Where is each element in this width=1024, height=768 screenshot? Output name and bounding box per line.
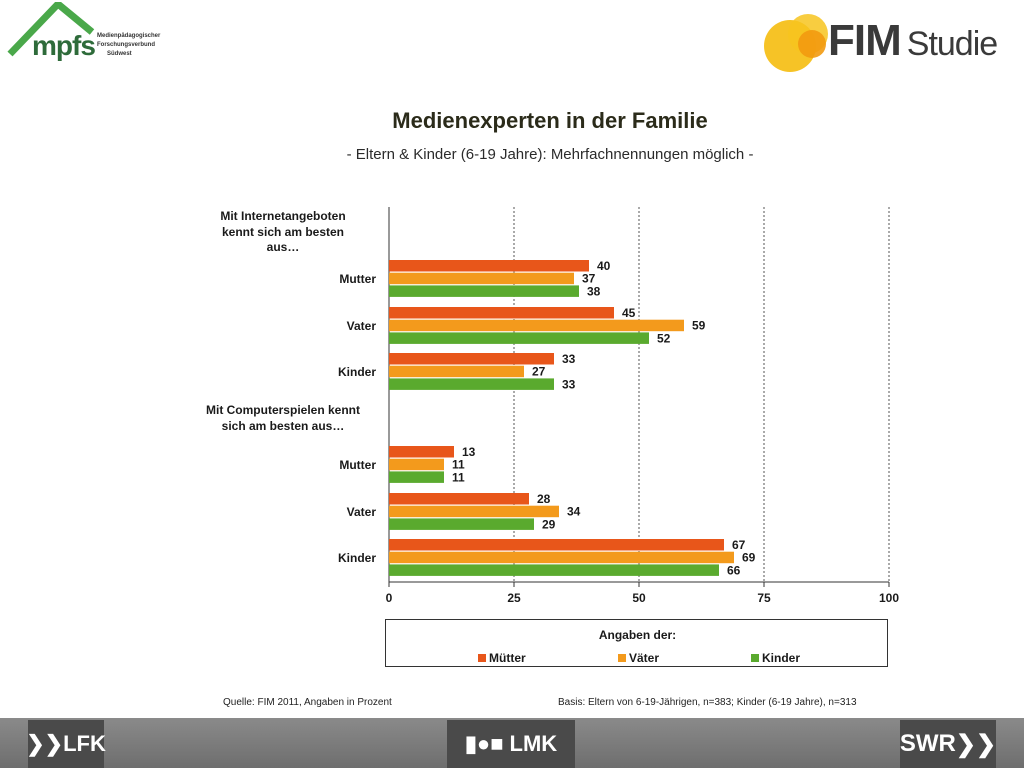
legend-label: Kinder <box>762 651 801 665</box>
lfk-logo: ❯❯ LFK <box>26 720 106 768</box>
swr-logo: SWR ❯❯ <box>900 720 996 768</box>
data-label: 11 <box>452 470 465 484</box>
bar <box>389 378 554 390</box>
lfk-logo-chevrons: ❯❯ <box>26 731 64 756</box>
group-label-line: kennt sich am besten <box>222 225 344 239</box>
data-label: 40 <box>597 259 611 273</box>
group-label-line: Mit Internetangeboten <box>220 209 345 223</box>
bar <box>389 551 734 564</box>
group-label-line: Mit Computerspielen kennt <box>206 403 360 417</box>
bar <box>389 272 574 285</box>
group-label-line: aus… <box>267 240 300 254</box>
data-label: 38 <box>587 284 601 298</box>
bar <box>389 319 684 332</box>
data-label: 28 <box>537 492 551 506</box>
footer-basis: Basis: Eltern von 6-19-Jährigen, n=383; … <box>558 697 857 708</box>
data-label: 67 <box>732 538 746 552</box>
bar <box>389 518 534 530</box>
data-label: 33 <box>562 377 576 391</box>
footer-source: Quelle: FIM 2011, Angaben in Prozent <box>223 697 392 708</box>
data-label: 45 <box>622 306 636 320</box>
mpfs-logo-subtitle: Medienpädagogischer Forschungsverbund Sü… <box>97 32 177 59</box>
bar <box>389 471 444 483</box>
legend-label: Väter <box>629 651 660 665</box>
legend-item-kinder: Kinder <box>751 651 800 665</box>
bar <box>389 505 559 518</box>
fim-word-bold: FIM <box>828 16 902 65</box>
data-label: 34 <box>567 505 581 519</box>
x-tick-label: 0 <box>386 591 393 605</box>
lmk-logo-word: LMK <box>509 731 558 756</box>
data-label: 52 <box>657 331 671 345</box>
category-label: Mutter <box>339 458 376 472</box>
mpfs-logo <box>7 2 95 57</box>
chart-subtitle: - Eltern & Kinder (6-19 Jahre): Mehrfach… <box>346 146 754 163</box>
mpfs-logo-word: mpfs <box>32 30 96 61</box>
bar <box>389 307 614 319</box>
x-tick-label: 25 <box>507 591 521 605</box>
data-label: 66 <box>727 563 741 577</box>
bar <box>389 285 579 297</box>
legend-label: Mütter <box>489 651 526 665</box>
data-label: 11 <box>452 458 465 472</box>
data-label: 59 <box>692 319 706 333</box>
mpfs-subtitle-line: Südwest <box>107 51 132 57</box>
x-tick-label: 75 <box>757 591 771 605</box>
lmk-logo-shapes: ▮●■ <box>464 731 504 756</box>
chart-legend: Angaben der: Mütter Väter Kinder <box>385 619 888 667</box>
category-label: Vater <box>347 319 377 333</box>
fim-logo-word: FIM Studie <box>828 16 998 66</box>
legend-swatch-vaeter <box>618 654 626 662</box>
lmk-logo: ▮●■ LMK <box>447 720 575 768</box>
mpfs-subtitle-line: Medienpädagogischer <box>97 33 161 39</box>
category-label: Mutter <box>339 272 376 286</box>
legend-swatch-muetter <box>478 654 486 662</box>
group-label-line: sich am besten aus… <box>222 419 345 433</box>
data-label: 13 <box>462 445 476 459</box>
category-label: Kinder <box>338 365 376 379</box>
legend-item-muetter: Mütter <box>478 651 526 665</box>
mpfs-subtitle-line: Forschungsverbund <box>97 42 156 48</box>
data-label: 27 <box>532 365 546 379</box>
category-label: Vater <box>347 505 377 519</box>
category-label: Kinder <box>338 551 376 565</box>
x-tick-label: 100 <box>879 591 899 605</box>
swr-logo-word: SWR <box>899 730 956 757</box>
data-label: 37 <box>582 272 596 286</box>
bar <box>389 365 524 378</box>
bar <box>389 493 529 505</box>
swr-logo-chevrons: ❯❯ <box>955 730 997 758</box>
bar <box>389 260 589 272</box>
legend-title: Angaben der: <box>598 628 677 642</box>
bar <box>389 353 554 365</box>
bar <box>389 564 719 576</box>
data-label: 33 <box>562 352 576 366</box>
bar <box>389 539 724 551</box>
fim-logo-circles <box>764 14 828 72</box>
lfk-logo-word: LFK <box>63 731 106 756</box>
chart-title: Medienexperten in der Familie <box>392 108 708 133</box>
bar <box>389 458 444 471</box>
data-label: 29 <box>542 517 556 531</box>
bar <box>389 332 649 344</box>
data-label: 69 <box>742 551 756 565</box>
bar <box>389 446 454 458</box>
legend-swatch-kinder <box>751 654 759 662</box>
x-tick-label: 50 <box>632 591 646 605</box>
legend-item-vaeter: Väter <box>618 651 659 665</box>
fim-word-studie: Studie <box>906 25 998 63</box>
